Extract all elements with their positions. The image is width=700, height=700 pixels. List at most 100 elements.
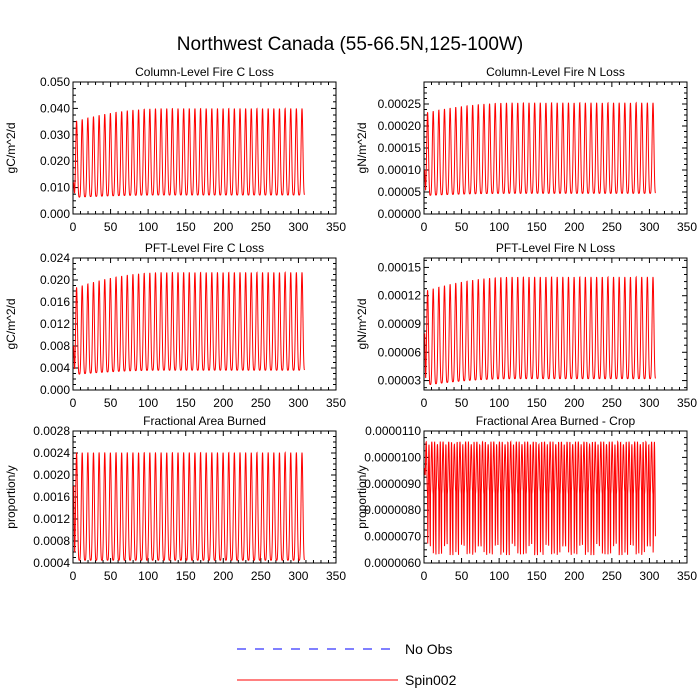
panel-title: Column-Level Fire N Loss xyxy=(486,65,625,79)
y-tick-label: 0.030 xyxy=(40,128,70,142)
series-line-spin002 xyxy=(73,451,305,561)
y-tick-label: 0.00012 xyxy=(378,289,422,303)
x-tick-label: 100 xyxy=(489,220,509,234)
series-line-spin002 xyxy=(424,440,656,556)
x-tick-label: 150 xyxy=(527,569,547,583)
panel-column-level-fire-n-loss: Column-Level Fire N Loss gN/m^2/d 0 50 100 15… xyxy=(355,65,697,234)
x-tick-label: 50 xyxy=(455,396,469,410)
plot-frame xyxy=(423,81,688,215)
figure-title: Northwest Canada (55-66.5N,125-100W) xyxy=(177,34,523,55)
x-tick-label: 350 xyxy=(326,396,346,410)
series-line-spin002 xyxy=(424,101,656,196)
series-line-spin002 xyxy=(73,107,305,198)
x-tick-label: 350 xyxy=(677,220,697,234)
x-tick-label: 250 xyxy=(602,569,622,583)
panel-title: Fractional Area Burned - Crop xyxy=(476,414,636,428)
x-tick-label: 50 xyxy=(455,569,469,583)
x-tick-label: 100 xyxy=(138,569,158,583)
y-axis-label: proportion/y xyxy=(4,465,18,528)
y-tick-label: 0.0000080 xyxy=(364,503,421,517)
x-tick-label: 350 xyxy=(326,569,346,583)
y-axis-label: gC/m^2/d xyxy=(4,299,18,350)
x-tick-label: 0 xyxy=(70,569,77,583)
x-tick-label: 100 xyxy=(489,569,509,583)
y-tick-label: 0.010 xyxy=(40,181,70,195)
x-tick-label: 300 xyxy=(288,220,308,234)
x-tick-label: 100 xyxy=(138,396,158,410)
y-tick-label: 0.0016 xyxy=(33,490,70,504)
x-tick-label: 250 xyxy=(251,220,271,234)
y-tick-label: 0.024 xyxy=(40,251,70,265)
y-axis-label: gC/m^2/d xyxy=(4,123,18,174)
x-tick-label: 0 xyxy=(421,220,428,234)
x-tick-label: 0 xyxy=(70,220,77,234)
x-tick-label: 150 xyxy=(527,220,547,234)
y-tick-label: 0.00025 xyxy=(378,97,422,111)
x-tick-label: 150 xyxy=(176,220,196,234)
y-tick-label: 0.020 xyxy=(40,154,70,168)
x-tick-label: 200 xyxy=(564,396,584,410)
x-tick-label: 150 xyxy=(176,396,196,410)
x-tick-label: 300 xyxy=(288,396,308,410)
x-tick-label: 300 xyxy=(639,396,659,410)
y-tick-label: 0.008 xyxy=(40,339,70,353)
chart-panels: Column-Level Fire C Loss gC/m^2/d 0 50 100 15… xyxy=(4,65,697,583)
panel-title: Fractional Area Burned xyxy=(143,414,266,428)
y-tick-label: 0.00010 xyxy=(378,163,422,177)
x-tick-label: 250 xyxy=(251,569,271,583)
legend-label-spin002: Spin002 xyxy=(405,672,457,688)
panel-fractional-area-burned: Fractional Area Burned proportion/y 0 50 100… xyxy=(4,414,346,583)
x-tick-label: 300 xyxy=(639,220,659,234)
x-tick-label: 150 xyxy=(176,569,196,583)
legend-label-no-obs: No Obs xyxy=(405,641,452,657)
x-tick-label: 300 xyxy=(639,569,659,583)
x-tick-label: 200 xyxy=(213,396,233,410)
y-tick-label: 0.00003 xyxy=(378,374,422,388)
panel-pft-level-fire-n-loss: PFT-Level Fire N Loss gN/m^2/d 0 50 100 150 20… xyxy=(355,241,697,410)
x-tick-label: 250 xyxy=(602,396,622,410)
x-tick-label: 250 xyxy=(602,220,622,234)
x-tick-label: 0 xyxy=(421,569,428,583)
y-tick-label: 0.050 xyxy=(40,75,70,89)
x-tick-label: 100 xyxy=(138,220,158,234)
x-tick-label: 350 xyxy=(677,396,697,410)
y-tick-label: 0.000 xyxy=(40,383,70,397)
x-tick-label: 250 xyxy=(251,396,271,410)
x-tick-label: 50 xyxy=(104,220,118,234)
y-tick-label: 0.00000 xyxy=(378,207,422,221)
panel-column-level-fire-c-loss: Column-Level Fire C Loss gC/m^2/d 0 50 100 15… xyxy=(4,65,346,234)
x-tick-label: 100 xyxy=(489,396,509,410)
x-tick-label: 200 xyxy=(564,220,584,234)
y-tick-label: 0.0008 xyxy=(33,534,70,548)
y-tick-label: 0.004 xyxy=(40,361,70,375)
x-tick-label: 50 xyxy=(104,569,118,583)
y-tick-label: 0.0000110 xyxy=(365,424,421,438)
x-tick-label: 50 xyxy=(104,396,118,410)
y-tick-label: 0.00009 xyxy=(378,317,422,331)
panel-title: PFT-Level Fire N Loss xyxy=(496,241,615,255)
x-tick-label: 350 xyxy=(677,569,697,583)
panel-title: Column-Level Fire C Loss xyxy=(135,65,274,79)
series-line-spin002 xyxy=(73,271,305,375)
y-tick-label: 0.00005 xyxy=(378,185,422,199)
x-tick-label: 200 xyxy=(213,220,233,234)
legend: No Obs Spin002 xyxy=(237,641,457,688)
x-tick-label: 150 xyxy=(527,396,547,410)
y-tick-label: 0.0000090 xyxy=(364,477,421,491)
y-tick-label: 0.0012 xyxy=(33,512,70,526)
y-tick-label: 0.0028 xyxy=(33,424,70,438)
y-tick-label: 0.020 xyxy=(40,273,70,287)
series-line-spin002 xyxy=(424,275,656,386)
y-axis-label: gN/m^2/d xyxy=(355,123,369,174)
y-tick-label: 0.00020 xyxy=(378,119,422,133)
y-tick-label: 0.0004 xyxy=(33,556,70,570)
y-tick-label: 0.00006 xyxy=(378,345,422,359)
y-tick-label: 0.000 xyxy=(40,207,70,221)
y-tick-label: 0.0020 xyxy=(33,468,70,482)
y-axis-label: proportion/y xyxy=(355,465,369,528)
panel-pft-level-fire-c-loss: PFT-Level Fire C Loss gC/m^2/d 0 50 100 150 20… xyxy=(4,241,346,410)
y-tick-label: 0.00015 xyxy=(378,141,422,155)
y-tick-label: 0.0024 xyxy=(33,446,70,460)
x-tick-label: 0 xyxy=(421,396,428,410)
